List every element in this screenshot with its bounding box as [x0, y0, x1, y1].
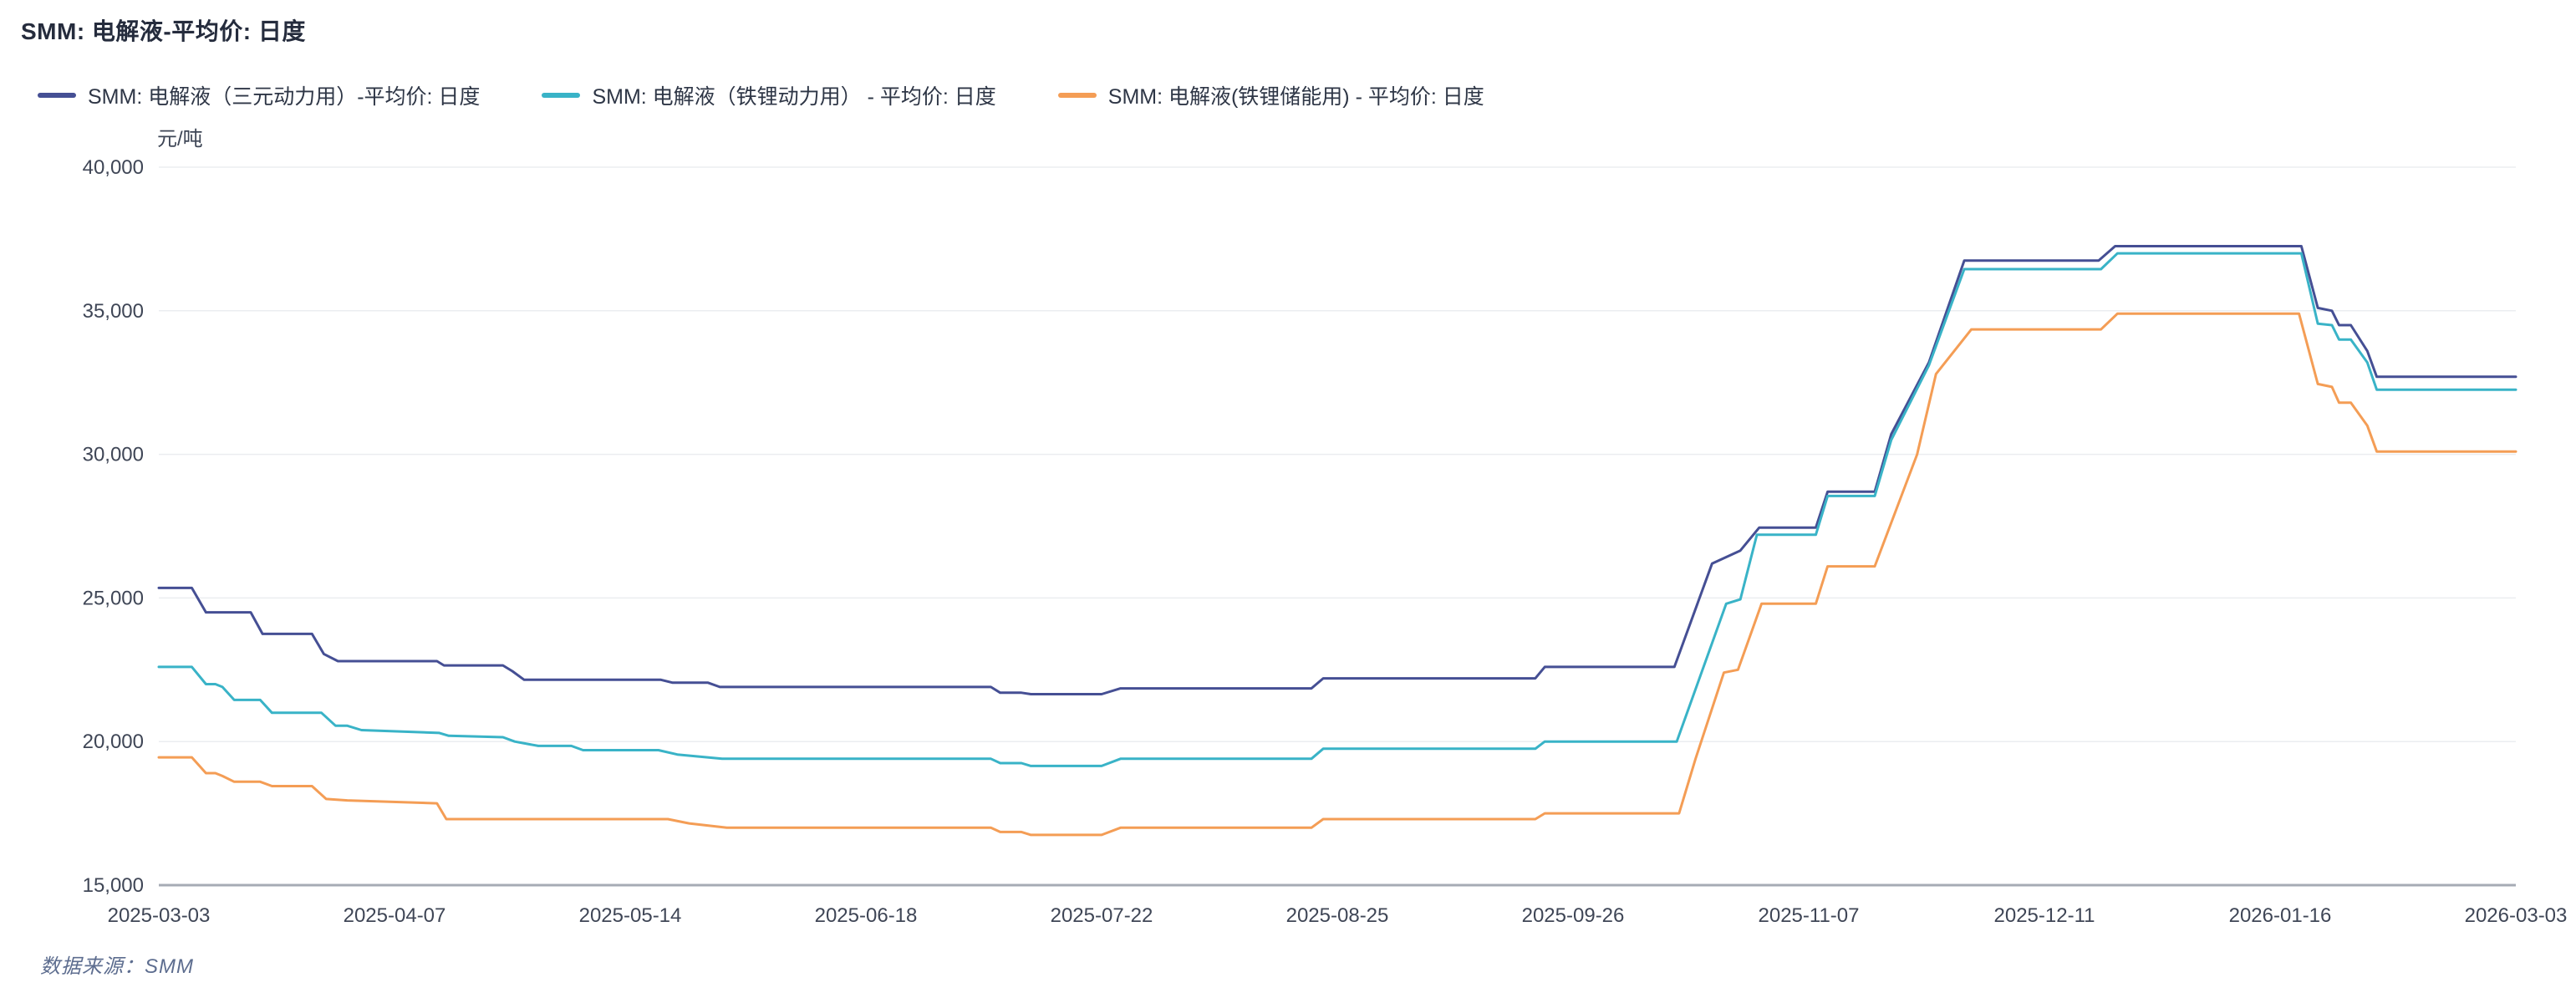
legend-swatch-icon	[542, 93, 581, 98]
legend-label: SMM: 电解液（铁锂动力用） - 平均价: 日度	[592, 85, 996, 109]
series-line-2	[157, 312, 2517, 837]
legend-label: SMM: 电解液(铁锂储能用) - 平均价: 日度	[1107, 85, 1484, 109]
x-tick-label: 2025-03-03	[108, 904, 211, 927]
x-tick-label: 2025-09-26	[1522, 904, 1625, 927]
legend-item-ternary-power[interactable]: SMM: 电解液（三元动力用）-平均价: 日度	[38, 80, 480, 110]
legend-item-lfp-storage[interactable]: SMM: 电解液(铁锂储能用) - 平均价: 日度	[1057, 80, 1484, 110]
x-tick-label: 2025-07-22	[1051, 904, 1153, 927]
y-tick-label: 15,000	[83, 874, 144, 897]
series-line-1	[157, 252, 2517, 767]
series-line-0	[157, 245, 2517, 695]
x-tick-label: 2025-05-14	[579, 904, 682, 927]
x-tick-label: 2025-08-25	[1286, 904, 1389, 927]
legend-label: SMM: 电解液（三元动力用）-平均价: 日度	[88, 85, 481, 109]
x-tick-label: 2025-06-18	[815, 904, 918, 927]
y-tick-label: 30,000	[83, 444, 144, 466]
x-tick-label: 2025-12-11	[1994, 904, 2095, 927]
x-tick-label: 2026-01-16	[2229, 904, 2332, 927]
x-tick-label: 2025-11-07	[1759, 904, 1860, 927]
legend-item-lfp-power[interactable]: SMM: 电解液（铁锂动力用） - 平均价: 日度	[542, 80, 996, 110]
y-axis-unit-label: 元/吨	[157, 128, 203, 150]
legend-swatch-icon	[1057, 93, 1097, 98]
data-source-note: 数据来源：SMM	[40, 955, 194, 978]
legend-swatch-icon	[38, 93, 76, 98]
chart-title: SMM: 电解液-平均价: 日度	[21, 18, 306, 44]
y-tick-label: 25,000	[83, 587, 144, 609]
x-tick-label: 2026-03-03	[2465, 904, 2568, 927]
chart-legend: SMM: 电解液（三元动力用）-平均价: 日度 SMM: 电解液（铁锂动力用） …	[38, 80, 2543, 110]
y-tick-label: 20,000	[83, 731, 144, 753]
y-tick-label: 35,000	[83, 300, 144, 323]
x-tick-label: 2025-04-07	[344, 904, 446, 927]
y-tick-label: 40,000	[83, 156, 144, 179]
